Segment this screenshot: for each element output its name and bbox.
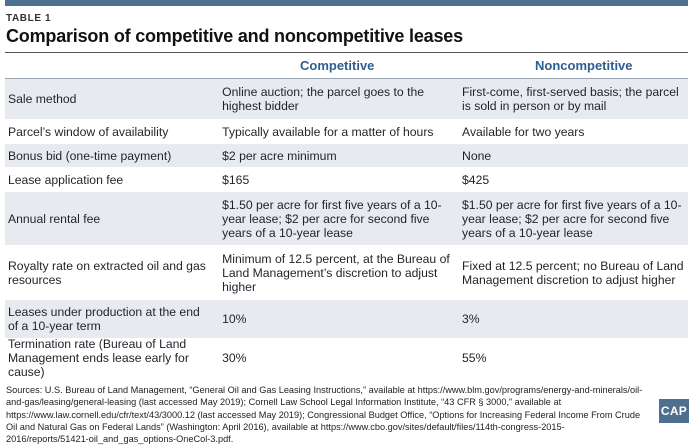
row-label: Bonus bid (one-time payment): [8, 148, 172, 163]
noncompetitive-cell: Fixed at 12.5 percent; no Bureau of Land…: [462, 258, 684, 287]
top-accent-bar: [5, 0, 688, 6]
comparison-table: Sale method Online auction; the parcel g…: [5, 78, 688, 379]
noncompetitive-cell: First-come, first-served basis; the parc…: [462, 85, 679, 113]
competitive-cell: 10%: [222, 312, 247, 326]
table-row: Lease application fee $165 $425: [5, 168, 688, 192]
noncompetitive-cell: Available for two years: [462, 124, 585, 139]
column-header-competitive: Competitive: [300, 58, 375, 73]
row-label: Sale method: [8, 92, 77, 106]
row-label: Annual rental fee: [8, 211, 101, 226]
row-label: Parcel’s window of availability: [8, 124, 169, 139]
competitive-cell: Online auction; the parcel goes to the h…: [222, 85, 425, 113]
row-label: Termination rate (Bureau of Land Managem…: [8, 337, 189, 379]
row-label: Lease application fee: [8, 172, 124, 187]
table-row: Leases under production at the end of a …: [5, 300, 688, 339]
competitive-cell: Minimum of 12.5 percent, at the Bureau o…: [222, 251, 450, 294]
noncompetitive-cell: 55%: [462, 351, 487, 365]
cap-logo: CAP: [659, 399, 689, 423]
table-label: TABLE 1: [6, 13, 52, 24]
table-row: Termination rate (Bureau of Land Managem…: [5, 337, 688, 379]
competitive-cell: $165: [222, 172, 250, 187]
competitive-cell: 30%: [222, 351, 247, 365]
title-divider: [5, 52, 688, 53]
noncompetitive-cell: $1.50 per acre for first five years of a…: [462, 197, 682, 240]
table-row: Bonus bid (one-time payment) $2 per acre…: [5, 144, 688, 168]
table-row: Sale method Online auction; the parcel g…: [5, 79, 688, 120]
table-row: Royalty rate on extracted oil and gas re…: [5, 246, 688, 300]
table-row: Parcel’s window of availability Typicall…: [5, 120, 688, 144]
sources-note: Sources: U.S. Bureau of Land Management,…: [6, 385, 643, 445]
column-header-noncompetitive: Noncompetitive: [535, 58, 633, 73]
noncompetitive-cell: None: [462, 148, 492, 163]
competitive-cell: $2 per acre minimum: [222, 148, 337, 163]
competitive-cell: $1.50 per acre for first five years of a…: [222, 197, 442, 240]
table-title: Comparison of competitive and noncompeti…: [6, 26, 463, 46]
row-label: Royalty rate on extracted oil and gas re…: [8, 258, 206, 287]
noncompetitive-cell: $425: [462, 172, 490, 187]
row-label: Leases under production at the end of a …: [8, 305, 200, 333]
table-row: Annual rental fee $1.50 per acre for fir…: [5, 192, 688, 246]
noncompetitive-cell: 3%: [462, 312, 480, 326]
competitive-cell: Typically available for a matter of hour…: [222, 124, 434, 139]
table-figure: TABLE 1 Comparison of competitive and no…: [5, 0, 688, 444]
column-headers: Competitive Noncompetitive: [5, 53, 688, 78]
